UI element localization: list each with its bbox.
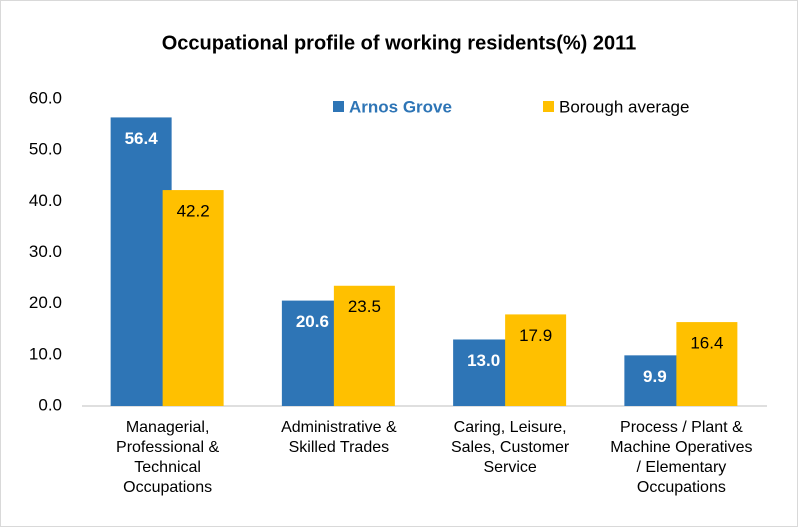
- value-label: 56.4: [125, 129, 159, 148]
- chart-title: Occupational profile of working resident…: [162, 32, 637, 54]
- y-tick-label: 40.0: [29, 191, 62, 210]
- bar: [676, 322, 738, 406]
- x-tick-label: Managerial, Professional & Technical Occ…: [116, 419, 220, 496]
- bar: [624, 355, 686, 406]
- value-label: 23.5: [348, 297, 381, 316]
- x-tick-label: Caring, Leisure, Sales, Customer Service: [450, 419, 570, 476]
- x-tick-label: Process / Plant & Machine Operatives / E…: [610, 419, 753, 496]
- bar: [162, 190, 224, 406]
- y-tick-label: 20.0: [29, 293, 62, 312]
- y-tick-label: 60.0: [29, 88, 62, 107]
- value-label: 13.0: [467, 351, 500, 370]
- bar: [505, 314, 567, 406]
- y-tick-label: 10.0: [29, 344, 62, 363]
- value-label: 20.6: [296, 312, 329, 331]
- value-label: 16.4: [690, 334, 723, 353]
- legend-swatch: [543, 101, 554, 112]
- y-tick-label: 0.0: [38, 395, 62, 414]
- bar: [281, 300, 343, 406]
- y-tick-label: 50.0: [29, 140, 62, 159]
- bar: [110, 117, 172, 407]
- legend-label: Arnos Grove: [349, 97, 452, 116]
- y-tick-label: 30.0: [29, 242, 62, 261]
- value-label: 42.2: [177, 202, 210, 221]
- value-label: 9.9: [643, 367, 667, 386]
- legend-swatch: [333, 101, 344, 112]
- x-tick-label: Administrative & Skilled Trades: [281, 419, 397, 456]
- bar: [453, 339, 515, 406]
- legend-label: Borough average: [559, 97, 689, 116]
- value-label: 17.9: [519, 326, 552, 345]
- bar: [333, 285, 395, 406]
